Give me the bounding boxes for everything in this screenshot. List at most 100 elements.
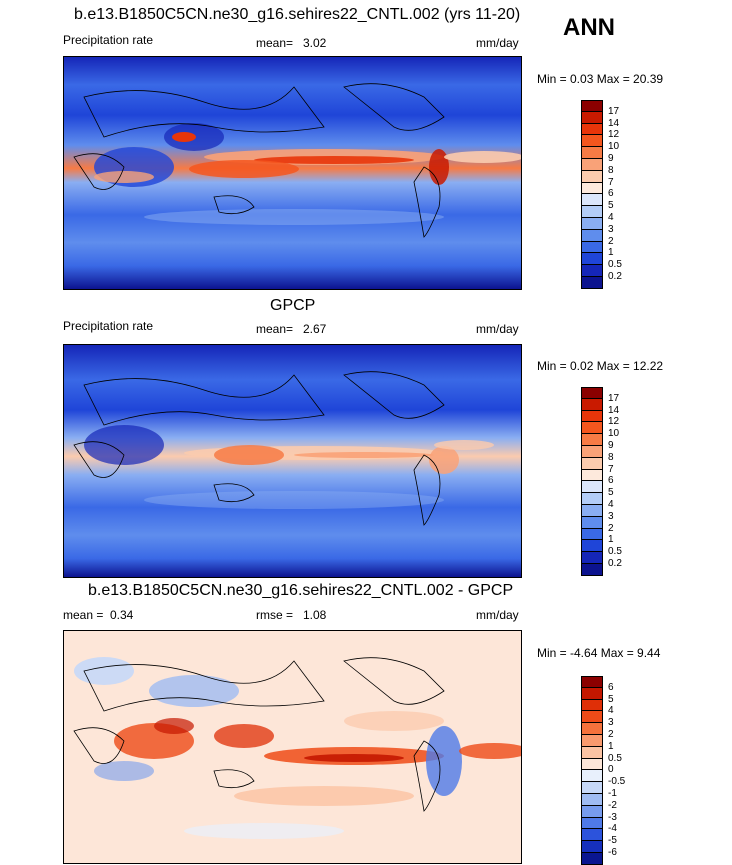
panel2-colorbar-swatch xyxy=(581,552,603,564)
panel2-minmax: Min = 0.02 Max = 12.22 xyxy=(537,359,664,373)
panel3-colorbar-swatch xyxy=(581,852,603,865)
panel3-colorbar-swatch xyxy=(581,841,603,853)
panel1-colorbar-swatch xyxy=(581,241,603,254)
panel1-title: b.e13.B1850C5CN.ne30_g16.sehires22_CNTL.… xyxy=(74,6,521,23)
panel3-colorbar-swatch xyxy=(581,793,603,806)
panel3-units: mm/day xyxy=(476,608,519,622)
panel2-variable-label: Precipitation rate xyxy=(63,319,154,333)
panel2-units: mm/day xyxy=(476,322,519,336)
panel2-colorbar-swatch xyxy=(581,540,603,553)
panel2-mean-value: 2.67 xyxy=(303,322,327,336)
panel3-colorbar-swatch xyxy=(581,782,603,794)
panel3-colorbar-swatch xyxy=(581,711,603,724)
panel3-colorbar-swatch xyxy=(581,699,603,712)
panel2-colorbar-tick-label: 9 xyxy=(608,440,614,451)
panel2-colorbar-tick-label: 0.5 xyxy=(608,546,622,558)
panel1-colorbar-tick-label: 2 xyxy=(608,235,614,247)
panel3-colorbar-swatch xyxy=(581,687,603,700)
panel1-colorbar-tick-label: 7 xyxy=(608,176,614,188)
panel3-colorbar xyxy=(581,676,603,865)
panel2-colorbar-tick-label: 0.2 xyxy=(608,558,622,569)
panel2-colorbar-swatch xyxy=(581,457,603,470)
panel3-colorbar-tick-label: -4 xyxy=(608,823,617,835)
panel1-colorbar-tick-label: 12 xyxy=(608,129,620,141)
panel3-colorbar-swatch xyxy=(581,770,603,783)
panel1-colorbar-tick-label: 0.2 xyxy=(608,271,622,282)
panel1-colorbar-tick-label: 3 xyxy=(608,223,614,235)
panel1-colorbar-tick-label: 0.5 xyxy=(608,259,622,271)
panel2-colorbar-tick-label: 17 xyxy=(608,392,620,404)
panel1-colorbar-tick-label: 17 xyxy=(608,105,620,117)
panel3-colorbar-tick-label: 0.5 xyxy=(608,752,622,764)
panel1-colorbar-swatch xyxy=(581,194,603,207)
panel1-colorbar-swatch xyxy=(581,158,603,171)
panel3-colorbar-tick-label: -2 xyxy=(608,799,617,811)
panel2-colorbar-tick-label: 7 xyxy=(608,463,614,475)
panel2-colorbar-swatch xyxy=(581,516,603,529)
panel1-mean-value: 3.02 xyxy=(303,36,327,50)
panel2-mean-label: mean= xyxy=(256,322,294,336)
panel1-colorbar-swatch xyxy=(581,111,603,124)
panel3-colorbar-tick-label: -3 xyxy=(608,811,617,823)
panel1-colorbar-swatch xyxy=(581,182,603,195)
panel3-colorbar-tick-label: 0 xyxy=(608,764,614,776)
panel3-colorbar-swatch xyxy=(581,723,603,735)
panel1-colorbar-tick-label: 8 xyxy=(608,164,614,176)
panel2-colorbar-tick-label: 4 xyxy=(608,499,614,510)
panel2-colorbar-swatch xyxy=(581,387,603,399)
panel2-colorbar xyxy=(581,387,603,576)
panel1-colorbar-swatch xyxy=(581,253,603,266)
panel2-colorbar-swatch xyxy=(581,528,603,541)
panel1-colorbar-swatch xyxy=(581,147,603,159)
panel2-map-svg xyxy=(64,345,521,577)
panel2-colorbar-swatch xyxy=(581,481,603,494)
panel2-colorbar-swatch xyxy=(581,563,603,576)
panel3-colorbar-tick-label: -0.5 xyxy=(608,776,626,788)
panel3-title: b.e13.B1850C5CN.ne30_g16.sehires22_CNTL.… xyxy=(88,582,514,599)
panel1-colorbar-tick-label: 1 xyxy=(608,247,614,259)
panel3-minmax: Min = -4.64 Max = 9.44 xyxy=(537,646,661,660)
panel3-colorbar-tick-label: 1 xyxy=(608,740,614,752)
panel1-colorbar-swatch xyxy=(581,123,603,136)
panel1-colorbar-tick-label: 5 xyxy=(608,200,614,212)
panel3-colorbar-swatch xyxy=(581,805,603,818)
panel1-colorbar-swatch xyxy=(581,170,603,183)
panel2-colorbar-swatch xyxy=(581,422,603,435)
panel3-colorbar-tick-label: 4 xyxy=(608,705,614,717)
panel3-colorbar-swatch xyxy=(581,746,603,759)
panel3-map xyxy=(63,630,522,864)
panel2-colorbar-tick-label: 12 xyxy=(608,416,620,428)
panel2-colorbar-swatch xyxy=(581,504,603,517)
season-label: ANN xyxy=(563,14,615,41)
panel1-colorbar-swatch xyxy=(581,265,603,277)
panel1-colorbar-tick-label: 4 xyxy=(608,212,614,223)
panel3-colorbar-tick-label: -1 xyxy=(608,788,617,799)
panel2-colorbar-swatch xyxy=(581,410,603,423)
panel1-units: mm/day xyxy=(476,36,519,50)
panel3-colorbar-tick-label: 6 xyxy=(608,681,614,693)
panel1-colorbar-swatch xyxy=(581,100,603,112)
panel1-colorbar xyxy=(581,100,603,289)
panel3-colorbar-tick-label: 5 xyxy=(608,693,614,705)
panel3-mean-value: 0.34 xyxy=(110,608,134,622)
panel1-colorbar-swatch xyxy=(581,217,603,230)
panel3-colorbar-swatch xyxy=(581,829,603,842)
panel3-map-svg xyxy=(64,631,521,863)
panel2-colorbar-tick-label: 3 xyxy=(608,510,614,522)
panel2-colorbar-tick-label: 8 xyxy=(608,451,614,463)
panel1-colorbar-swatch xyxy=(581,229,603,242)
panel3-colorbar-tick-label: 2 xyxy=(608,729,614,740)
panel2-colorbar-tick-label: 1 xyxy=(608,534,614,546)
panel1-minmax: Min = 0.03 Max = 20.39 xyxy=(537,72,664,86)
panel2-colorbar-tick-label: 10 xyxy=(608,428,620,440)
panel2-colorbar-swatch xyxy=(581,434,603,446)
panel3-colorbar-swatch xyxy=(581,734,603,747)
panel2-colorbar-swatch xyxy=(581,445,603,458)
panel1-colorbar-tick-label: 9 xyxy=(608,153,614,164)
panel3-colorbar-tick-label: -6 xyxy=(608,847,617,858)
panel2-map xyxy=(63,344,522,578)
panel2-colorbar-tick-label: 2 xyxy=(608,522,614,534)
panel3-mean-label: mean = xyxy=(63,608,104,622)
panel2-colorbar-tick-label: 5 xyxy=(608,487,614,499)
panel1-map xyxy=(63,56,522,290)
